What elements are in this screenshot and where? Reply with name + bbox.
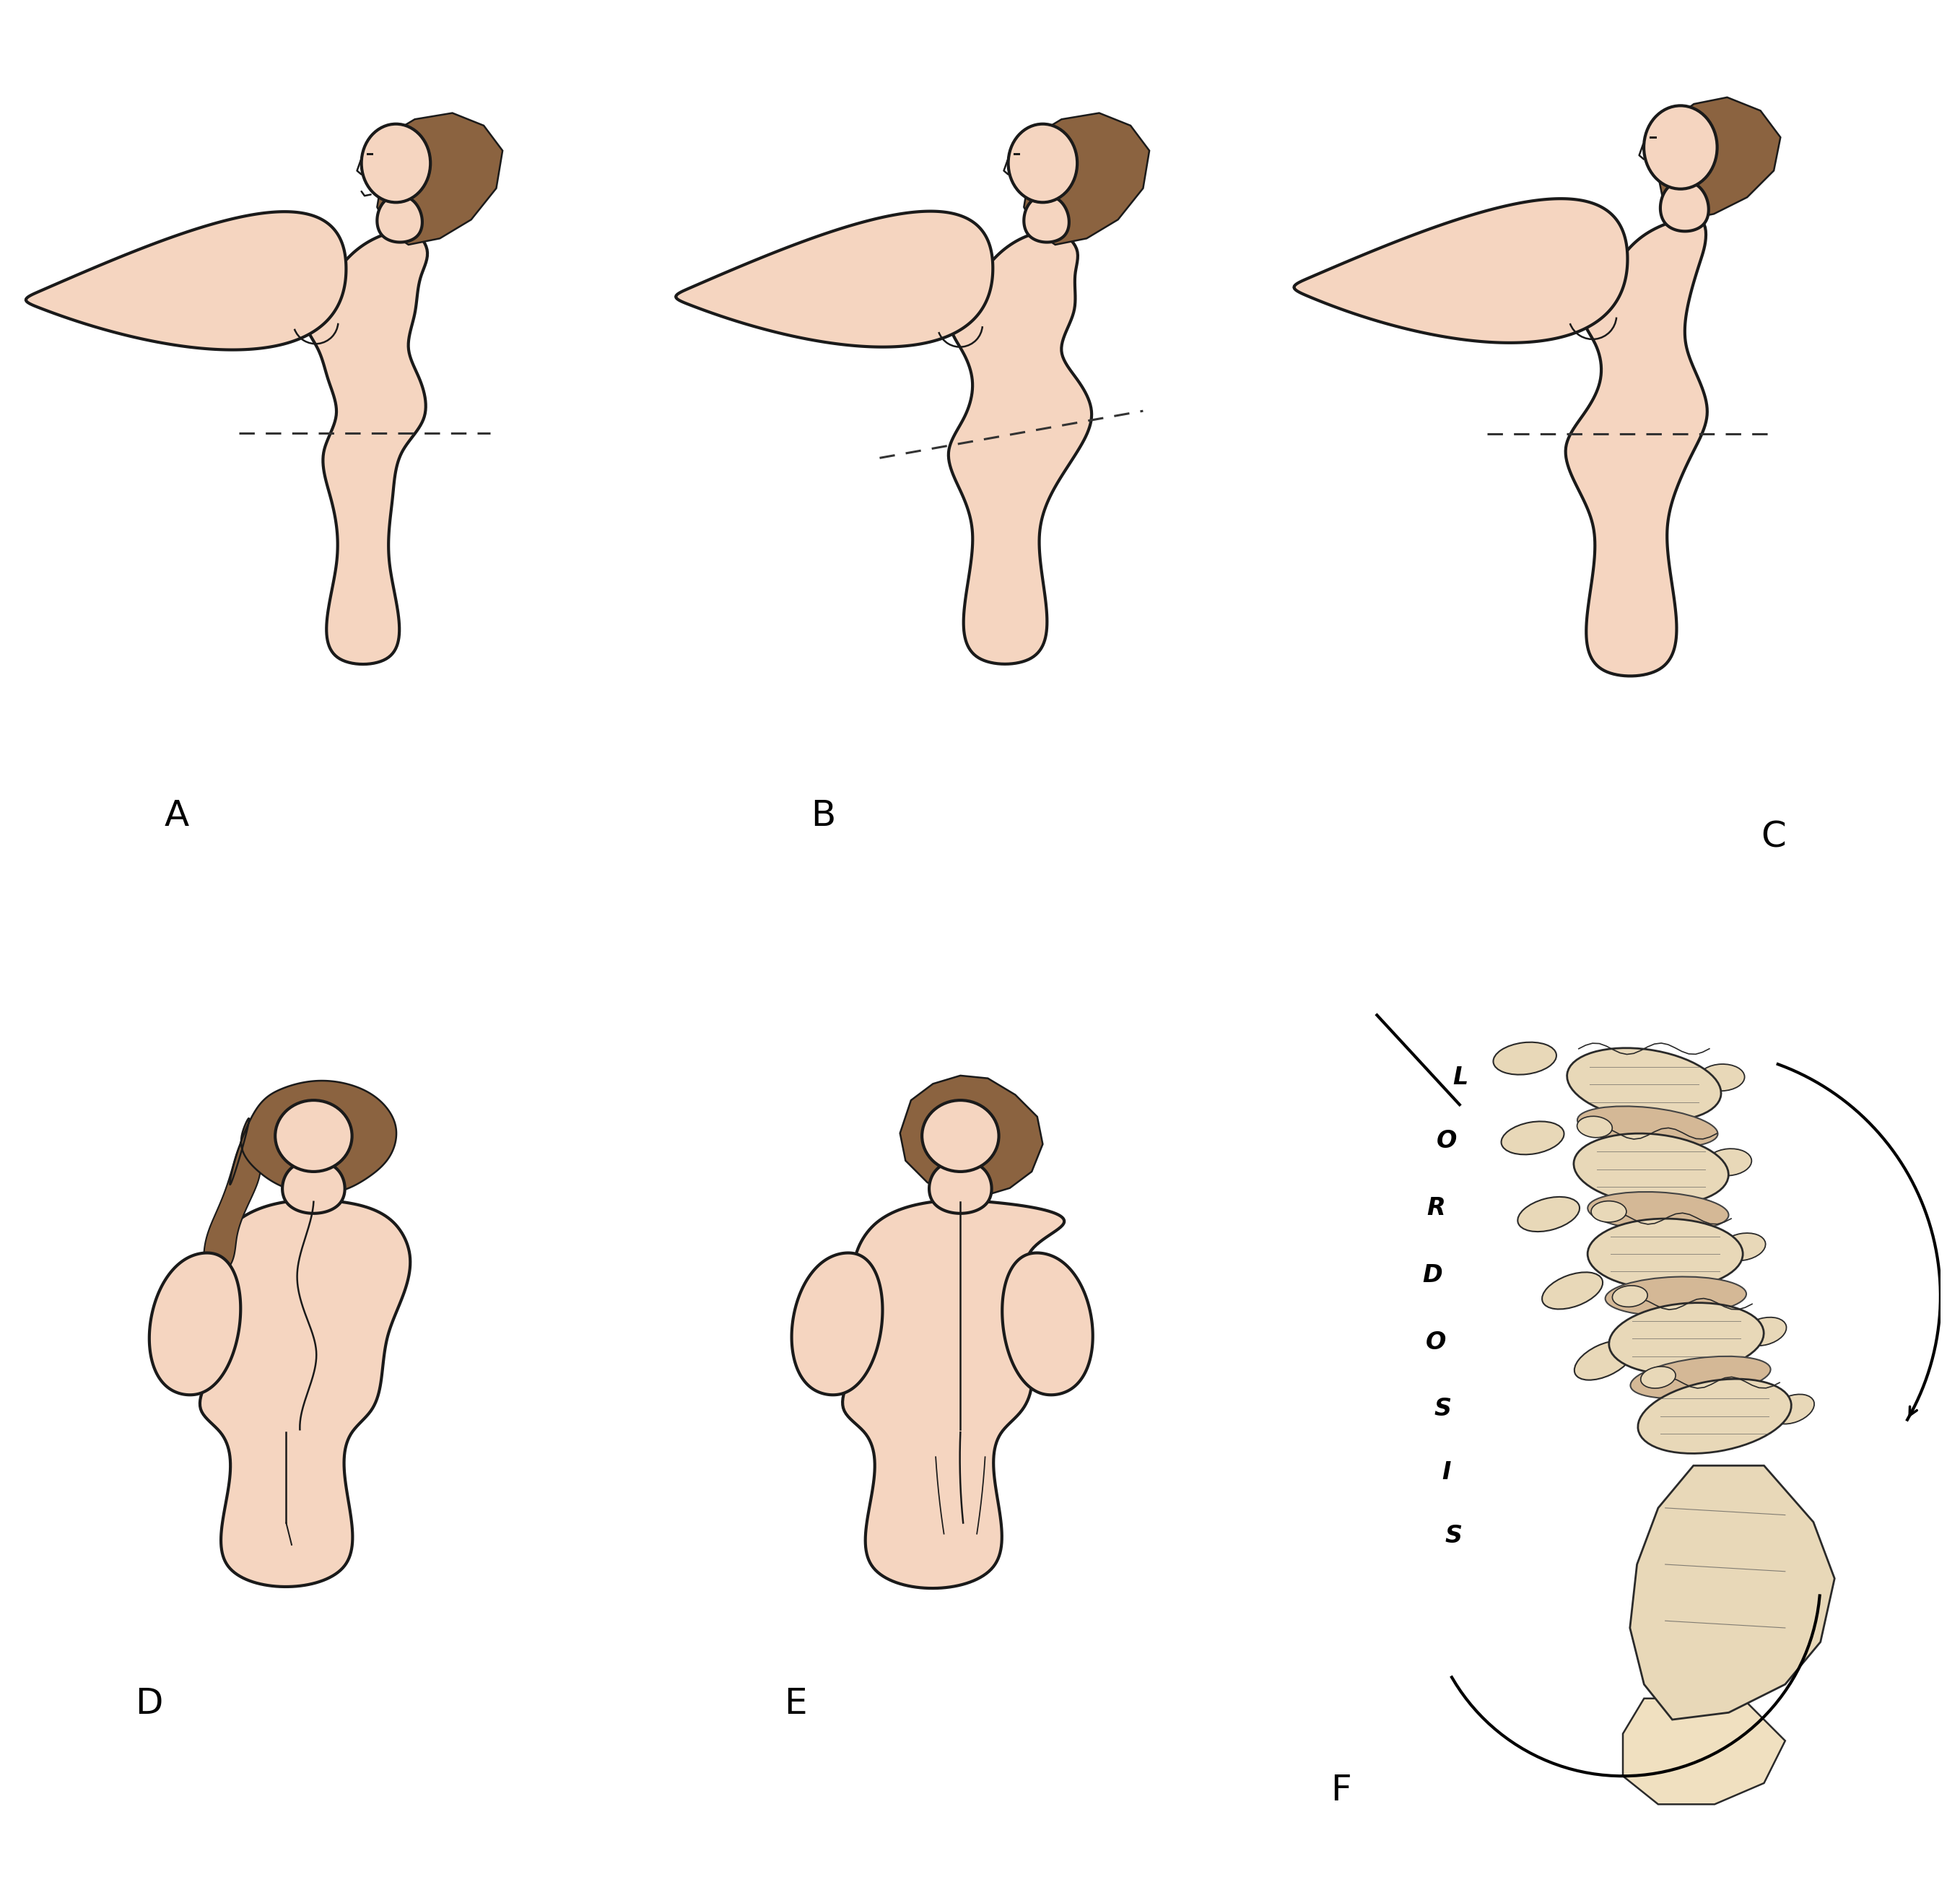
Ellipse shape xyxy=(1641,1366,1676,1389)
Polygon shape xyxy=(200,1201,410,1587)
Text: A: A xyxy=(165,798,188,832)
Polygon shape xyxy=(1623,1698,1786,1805)
Ellipse shape xyxy=(1588,1191,1729,1231)
Polygon shape xyxy=(149,1253,241,1395)
Text: O: O xyxy=(1437,1129,1456,1154)
Polygon shape xyxy=(1660,181,1709,231)
Ellipse shape xyxy=(1578,1116,1613,1137)
Ellipse shape xyxy=(1705,1148,1752,1176)
Ellipse shape xyxy=(1631,1357,1770,1398)
Ellipse shape xyxy=(1613,1285,1648,1306)
Text: L: L xyxy=(1452,1065,1468,1090)
Polygon shape xyxy=(376,113,502,245)
Ellipse shape xyxy=(1770,1395,1815,1425)
Ellipse shape xyxy=(1644,105,1717,188)
Ellipse shape xyxy=(1605,1276,1746,1316)
Polygon shape xyxy=(929,1161,992,1214)
Polygon shape xyxy=(1002,1253,1094,1395)
Polygon shape xyxy=(900,1075,1043,1197)
Text: D: D xyxy=(1423,1263,1443,1287)
Polygon shape xyxy=(949,231,1092,664)
Text: S: S xyxy=(1445,1524,1462,1549)
Text: R: R xyxy=(1427,1197,1445,1220)
Polygon shape xyxy=(843,1201,1064,1588)
Text: D: D xyxy=(135,1686,163,1722)
Polygon shape xyxy=(792,1253,882,1395)
Polygon shape xyxy=(1023,113,1149,245)
Ellipse shape xyxy=(1592,1201,1627,1221)
Text: C: C xyxy=(1762,821,1786,854)
Ellipse shape xyxy=(1574,1340,1633,1380)
Ellipse shape xyxy=(1699,1063,1744,1092)
Ellipse shape xyxy=(1007,124,1078,203)
Ellipse shape xyxy=(1574,1133,1729,1204)
Polygon shape xyxy=(25,211,347,350)
Text: F: F xyxy=(1331,1773,1350,1807)
Polygon shape xyxy=(229,1080,396,1193)
Ellipse shape xyxy=(1543,1272,1603,1310)
Text: B: B xyxy=(811,798,835,832)
Polygon shape xyxy=(1294,199,1627,343)
Ellipse shape xyxy=(1742,1317,1786,1346)
Polygon shape xyxy=(676,211,994,346)
Polygon shape xyxy=(1566,218,1707,676)
Ellipse shape xyxy=(1517,1197,1580,1231)
Polygon shape xyxy=(1023,196,1068,243)
Ellipse shape xyxy=(1494,1043,1556,1075)
Ellipse shape xyxy=(921,1101,1000,1172)
Ellipse shape xyxy=(1578,1107,1717,1148)
Polygon shape xyxy=(204,1139,261,1276)
Ellipse shape xyxy=(1721,1233,1766,1261)
Text: E: E xyxy=(784,1686,808,1722)
Text: I: I xyxy=(1443,1460,1450,1485)
Ellipse shape xyxy=(361,124,431,203)
Polygon shape xyxy=(306,231,427,664)
Ellipse shape xyxy=(1639,1380,1791,1453)
Ellipse shape xyxy=(1568,1048,1721,1122)
Polygon shape xyxy=(1658,98,1780,220)
Polygon shape xyxy=(376,196,421,243)
Ellipse shape xyxy=(1609,1302,1764,1374)
Text: O: O xyxy=(1425,1331,1446,1353)
Ellipse shape xyxy=(1588,1220,1742,1289)
Ellipse shape xyxy=(1501,1122,1564,1154)
Polygon shape xyxy=(1631,1466,1835,1720)
Ellipse shape xyxy=(274,1101,353,1172)
Text: S: S xyxy=(1435,1396,1452,1421)
Polygon shape xyxy=(282,1161,345,1214)
